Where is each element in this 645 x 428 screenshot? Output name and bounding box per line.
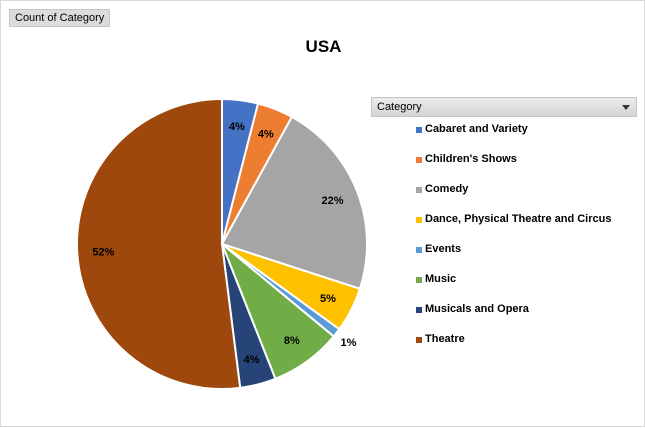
legend-swatch-icon — [416, 277, 422, 283]
data-label-0: 4% — [229, 121, 245, 133]
legend-label: Theatre — [425, 333, 465, 345]
legend-label: Children's Shows — [425, 153, 517, 165]
legend-label: Cabaret and Variety — [425, 123, 528, 135]
legend-swatch-icon — [416, 127, 422, 133]
legend-swatch-icon — [416, 187, 422, 193]
count-of-category-field-button[interactable]: Count of Category — [9, 9, 111, 27]
data-label-7: 52% — [92, 246, 114, 258]
data-label-5: 8% — [284, 335, 300, 347]
data-label-6: 4% — [244, 354, 260, 366]
data-label-2: 22% — [322, 195, 344, 207]
legend-swatch-icon — [416, 247, 422, 253]
category-filter-dropdown[interactable]: Category — [371, 97, 637, 117]
data-label-4: 1% — [340, 337, 356, 349]
chart-title: USA — [305, 37, 342, 56]
data-label-1: 4% — [258, 128, 274, 140]
pie-slice-2[interactable] — [220, 115, 368, 291]
legend-label: Musicals and Opera — [425, 303, 529, 315]
legend-swatch-icon — [416, 307, 422, 313]
legend-label: Comedy — [425, 183, 469, 195]
legend-label: Events — [425, 243, 462, 255]
legend-label: Dance, Physical Theatre and Circus — [425, 213, 612, 225]
legend-swatch-icon — [416, 157, 422, 163]
legend-swatch-icon — [416, 337, 422, 343]
pie-slice-7[interactable] — [76, 97, 242, 390]
legend-label: Music — [425, 273, 457, 285]
category-filter-label: Category — [377, 101, 422, 113]
chevron-down-icon[interactable] — [622, 105, 630, 110]
legend-swatch-icon — [416, 217, 422, 223]
data-label-3: 5% — [320, 293, 336, 305]
